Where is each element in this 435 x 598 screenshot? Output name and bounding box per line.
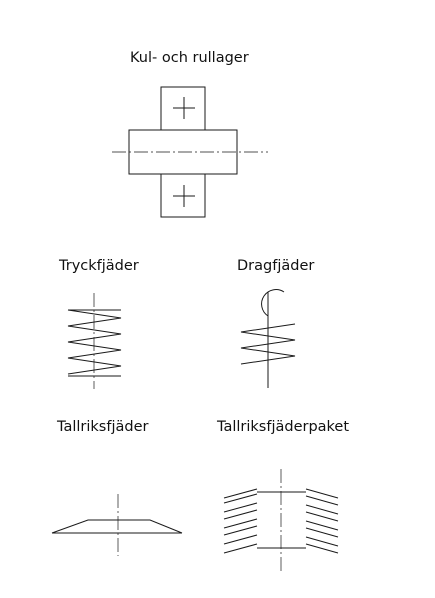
tension-spring-symbol bbox=[240, 289, 296, 388]
disc-spring-profile bbox=[51, 519, 183, 534]
bearing-label: Kul- och rullager bbox=[130, 50, 249, 66]
disc-spring-pack-right-discs bbox=[305, 488, 339, 554]
tension-spring-label: Dragfjäder bbox=[237, 258, 315, 274]
tension-spring-hook bbox=[261, 289, 285, 317]
bearing-symbol bbox=[112, 86, 268, 218]
compression-spring-label: Tryckfjäder bbox=[59, 258, 139, 274]
compression-spring-coils bbox=[67, 309, 122, 375]
bearing-cross-top bbox=[173, 97, 195, 119]
disc-spring-pack-symbol bbox=[223, 469, 339, 572]
compression-spring-symbol bbox=[67, 293, 122, 389]
tension-spring-coils bbox=[240, 323, 296, 365]
bearing-cross-bottom bbox=[173, 185, 195, 207]
disc-spring-pack-label: Tallriksfjäderpaket bbox=[217, 419, 350, 435]
disc-spring-label: Tallriksfjäder bbox=[57, 419, 149, 435]
disc-spring-pack-left-discs bbox=[223, 488, 258, 554]
disc-spring-symbol bbox=[51, 494, 183, 556]
